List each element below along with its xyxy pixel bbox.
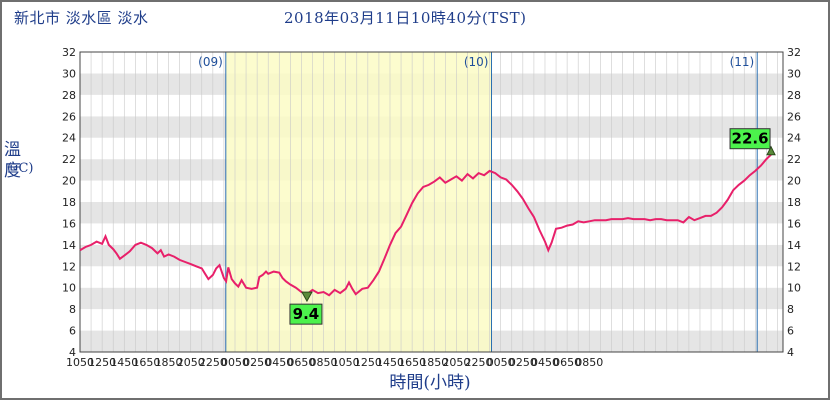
y-axis-label: 溫度 (0, 140, 21, 182)
extreme-callouts: 22.6 9.4 (289, 128, 776, 325)
y-tick-label-left: 10 (62, 282, 76, 295)
plot-border (79, 51, 784, 353)
y-tick-label-right: 6 (787, 325, 794, 338)
max-marker-icon (766, 145, 776, 156)
station-title: 新北市 淡水區 淡水 (14, 9, 149, 27)
x-tick-label: 1650 (398, 356, 426, 369)
right-y-ticks: 4 6 8 10 12 14 16 18 20 22 24 26 28 30 32 (787, 46, 801, 359)
y-tick-label-left: 22 (62, 153, 76, 166)
x-ticks: 1050125014501650185020502250005002500450… (66, 356, 603, 369)
day-dividers (225, 52, 758, 352)
min-callout-box (289, 303, 323, 325)
x-tick-label: 1250 (88, 356, 116, 369)
y-tick-label-left: 16 (62, 217, 76, 230)
x-tick-label: 1050 (66, 356, 94, 369)
x-tick-label: 0250 (243, 356, 271, 369)
x-tick-label: 0850 (310, 356, 338, 369)
x-tick-label: 1450 (110, 356, 138, 369)
day-label: (10) (464, 55, 489, 69)
x-tick-label: 0050 (487, 356, 515, 369)
temperature-series-line (79, 151, 774, 297)
x-tick-label: 2250 (465, 356, 493, 369)
x-tick-label: 0850 (575, 356, 603, 369)
x-tick-label: 1850 (420, 356, 448, 369)
y-tick-label-right: 18 (787, 196, 801, 209)
x-tick-label: 1250 (354, 356, 382, 369)
max-callout-box (729, 128, 771, 150)
day-labels: (09) (10) (11) (198, 55, 754, 69)
y-tick-label-right: 10 (787, 282, 801, 295)
day-label: (09) (198, 55, 223, 69)
x-tick-label: 1850 (155, 356, 183, 369)
y-tick-label-right: 30 (787, 67, 801, 80)
min-callout-value: 9.4 (293, 305, 320, 323)
y-tick-label-left: 24 (62, 132, 76, 145)
y-tick-label-left: 4 (69, 346, 76, 359)
y-tick-label-left: 30 (62, 67, 76, 80)
y-tick-label-right: 8 (787, 303, 794, 316)
x-tick-label: 1650 (132, 356, 160, 369)
y-tick-label-right: 4 (787, 346, 794, 359)
y-axis-unit: (∘C) (7, 161, 33, 176)
y-tick-label-right: 24 (787, 132, 801, 145)
x-tick-label: 0050 (221, 356, 249, 369)
y-tick-label-left: 32 (62, 46, 76, 59)
observation-timestamp: 2018年03月11日10時40分(TST) (284, 9, 527, 27)
y-tick-label-right: 16 (787, 217, 801, 230)
x-tick-label: 1050 (332, 356, 360, 369)
y-tick-label-right: 32 (787, 46, 801, 59)
y-tick-label-right: 26 (787, 110, 801, 123)
x-tick-label: 0450 (265, 356, 293, 369)
vertical-gridlines (79, 52, 778, 352)
y-tick-label-left: 26 (62, 110, 76, 123)
max-callout-value: 22.6 (732, 130, 769, 148)
x-axis-label: 時間(小時) (389, 373, 470, 393)
min-marker-icon (301, 291, 313, 303)
x-tick-label: 2250 (199, 356, 227, 369)
x-tick-label: 0650 (287, 356, 315, 369)
y-tick-label-left: 14 (62, 239, 76, 252)
x-tick-label: 1450 (376, 356, 404, 369)
y-tick-label-left: 28 (62, 89, 76, 102)
x-tick-label: 0450 (531, 356, 559, 369)
x-tick-label: 0650 (553, 356, 581, 369)
y-tick-label-right: 20 (787, 175, 801, 188)
day-label: (11) (730, 55, 755, 69)
x-tick-label: 0250 (509, 356, 537, 369)
y-tick-label-right: 12 (787, 260, 801, 273)
y-tick-label-right: 14 (787, 239, 801, 252)
y-tick-label-left: 8 (69, 303, 76, 316)
y-tick-label-right: 28 (787, 89, 801, 102)
y-tick-label-left: 18 (62, 196, 76, 209)
x-tick-label: 2050 (442, 356, 470, 369)
x-tick-label: 2050 (177, 356, 205, 369)
day-shade (225, 52, 492, 352)
y-tick-label-left: 20 (62, 175, 76, 188)
y-tick-label-left: 6 (69, 325, 76, 338)
y-tick-label-left: 12 (62, 260, 76, 273)
y-tick-label-right: 22 (787, 153, 801, 166)
left-y-ticks: 4 6 8 10 12 14 16 18 20 22 24 26 28 30 32 (62, 46, 76, 359)
